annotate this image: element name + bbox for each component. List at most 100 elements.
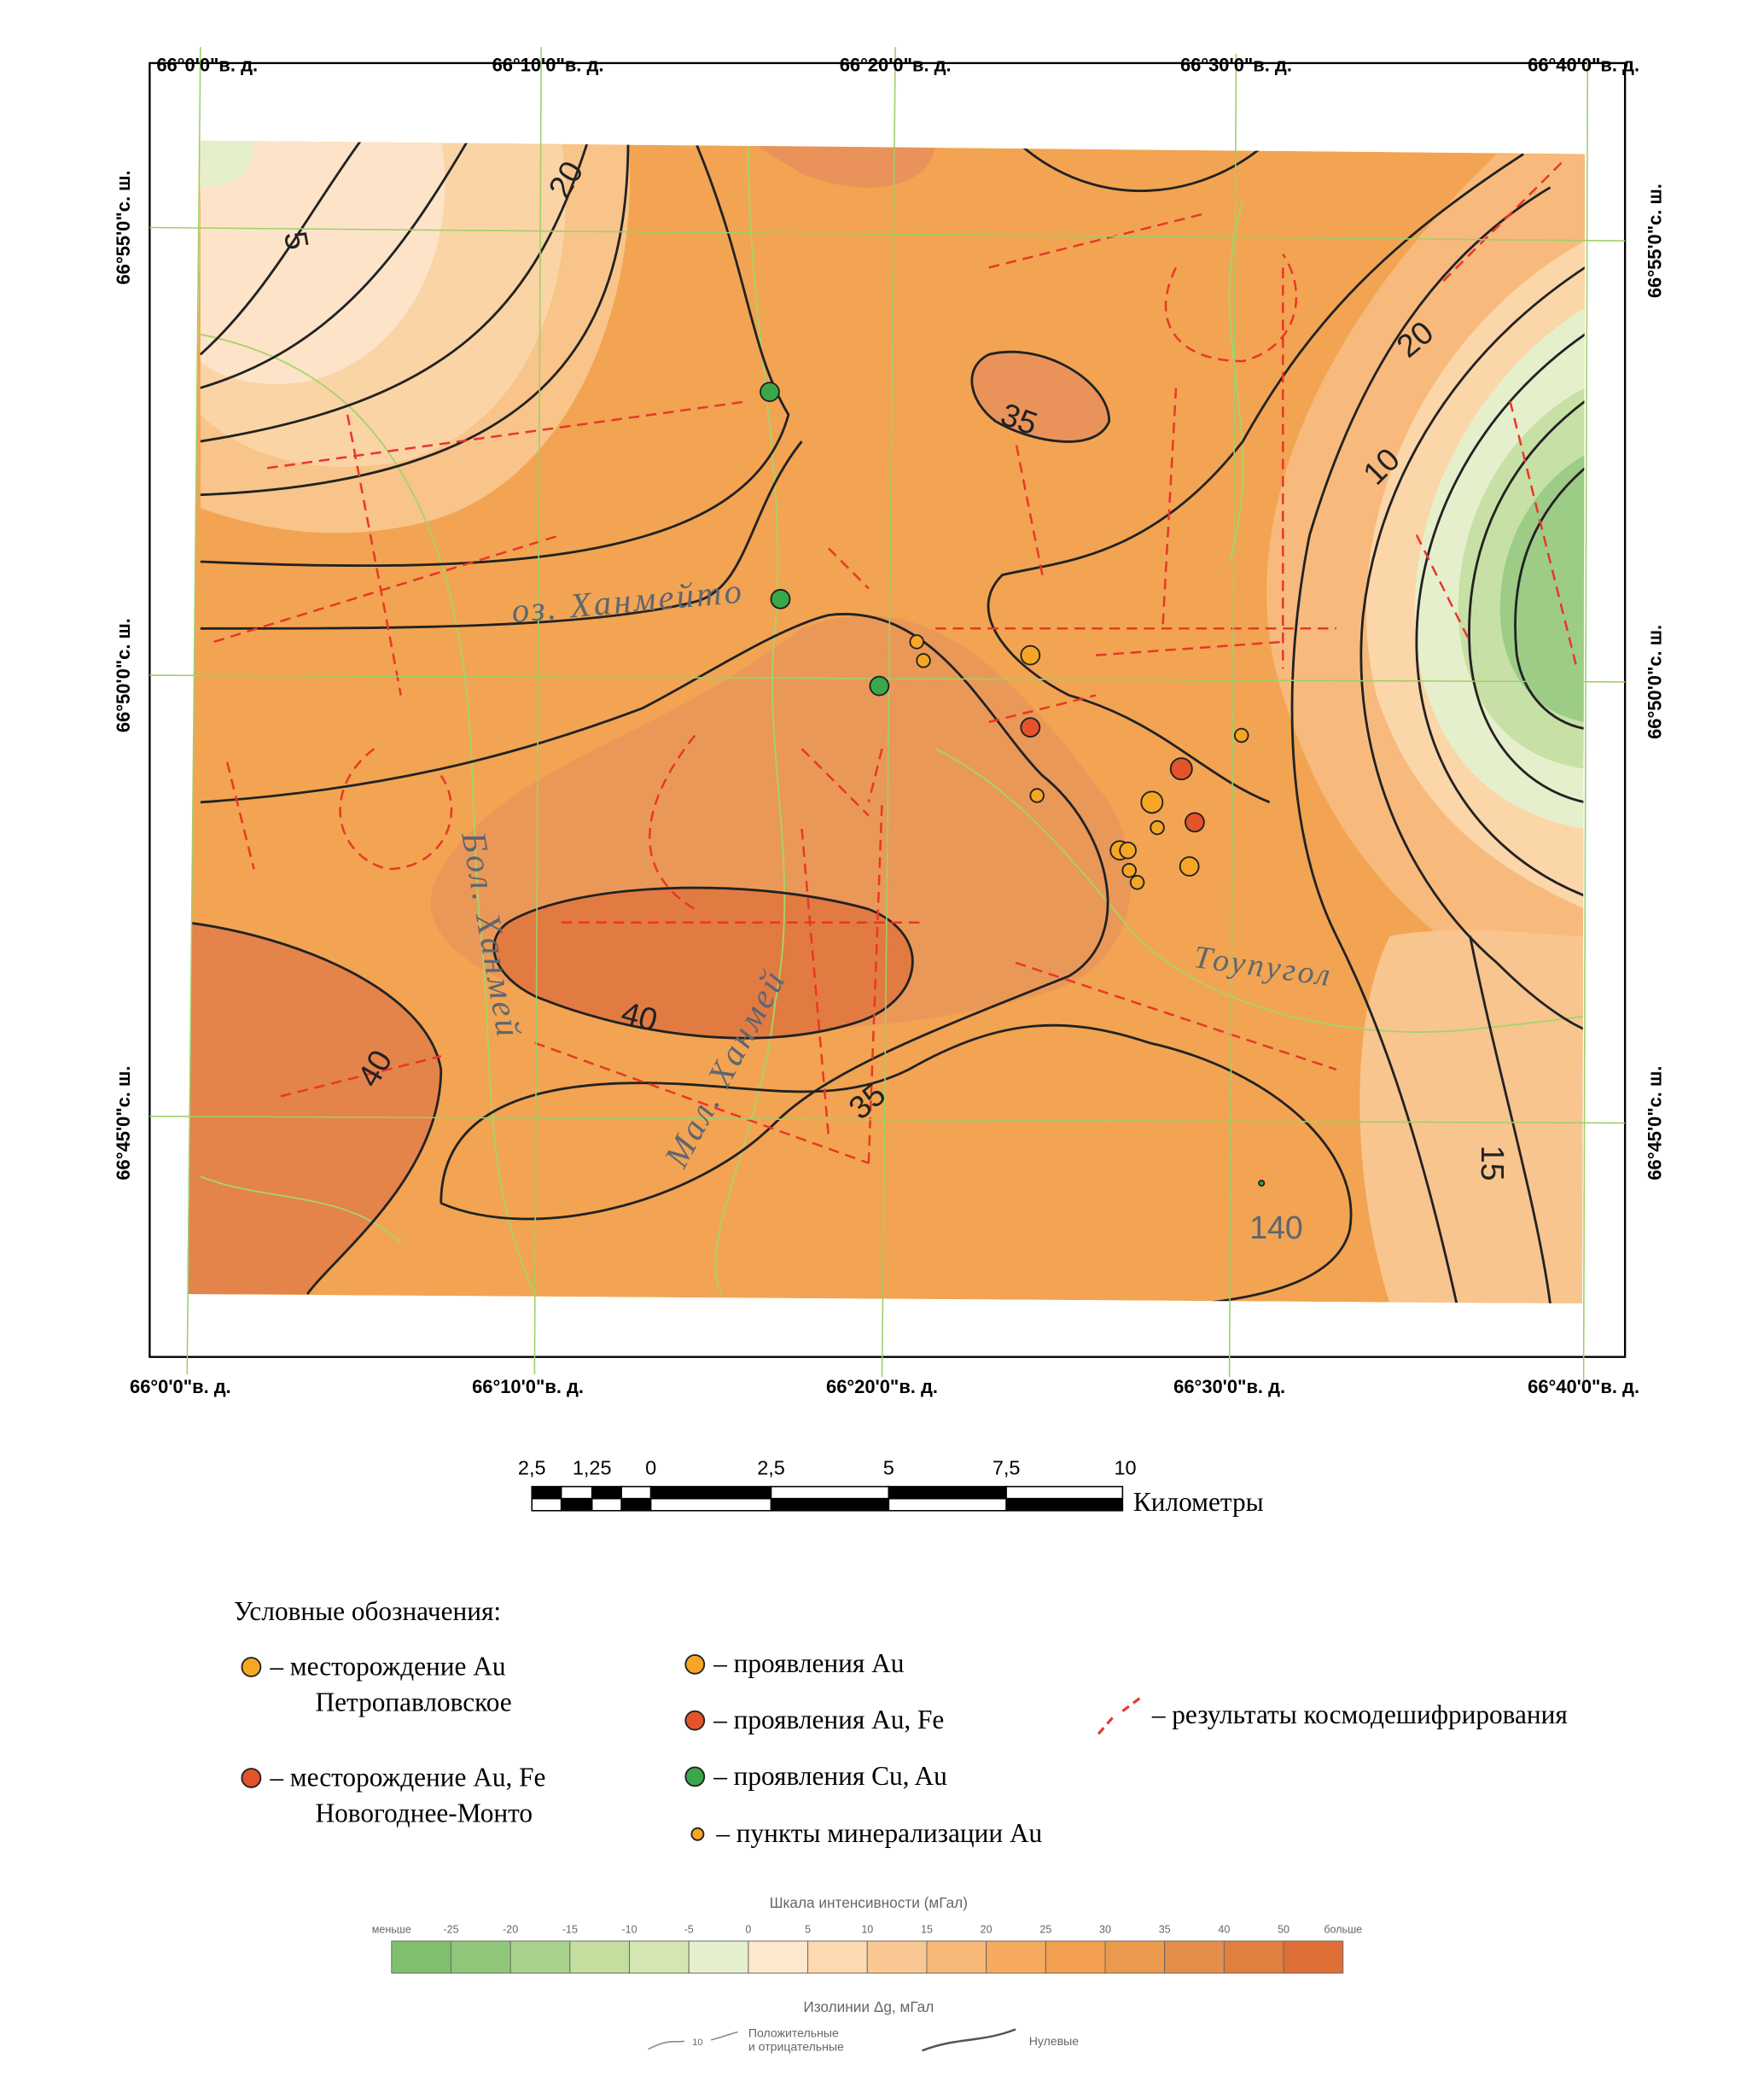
scale-segment: [770, 1497, 890, 1512]
intensity-cell: [1164, 1940, 1225, 1974]
lon-label-top: 66°10'0"в. д.: [492, 54, 604, 75]
lon-label-top: 66°20'0"в. д.: [840, 54, 952, 75]
fault-line: [867, 748, 883, 803]
river: [200, 1175, 402, 1245]
intensity-label: 30: [1099, 1924, 1111, 1936]
lat-label-left: 66°50'0"с. ш.: [113, 618, 134, 732]
intensity-title: Шкала интенсивности (мГал): [770, 1894, 968, 1911]
fault-line: [213, 533, 562, 644]
scale-segment: [531, 1497, 562, 1512]
legend-symbol: [684, 1710, 706, 1731]
intensity-label: 35: [1159, 1924, 1171, 1936]
occurrence: [1020, 717, 1041, 738]
contour-line: [987, 153, 1524, 804]
occurrence: [1029, 788, 1045, 803]
fault-line: [867, 802, 883, 1163]
occurrence: [1258, 1180, 1266, 1187]
contour-line: [1468, 399, 1586, 804]
occurrence: [1169, 757, 1193, 781]
gravity-field: [187, 922, 441, 1295]
scale-segment: [1005, 1497, 1124, 1512]
contour-line: [492, 886, 914, 1040]
occurrence: [1233, 727, 1249, 743]
intensity-cell: [807, 1940, 868, 1974]
occurrence: [916, 653, 931, 668]
isoline-zero-label: Нулевые: [1029, 2034, 1080, 2048]
lon-label-bottom: 66°0'0"в. д.: [130, 1376, 231, 1397]
intensity-cell: [451, 1940, 511, 1974]
fault-line: [225, 761, 255, 870]
intensity-cell: [986, 1940, 1046, 1974]
legend-label: – пункты минерализации Au: [715, 1818, 1042, 1848]
intensity-cell: [1223, 1940, 1284, 1974]
legend-symbol: [241, 1657, 262, 1677]
intensity-label: -20: [503, 1924, 518, 1936]
occurrence: [1121, 862, 1137, 878]
intensity-cell: [926, 1940, 987, 1974]
river: [714, 147, 786, 1295]
occurrence: [1119, 841, 1137, 860]
intensity-label: меньше: [372, 1924, 411, 1936]
fault-line: [1015, 961, 1337, 1071]
fault-line: [1014, 440, 1044, 575]
intensity-cell: [1045, 1940, 1106, 1974]
intensity-label: -15: [562, 1924, 578, 1936]
contour-line: [1514, 467, 1586, 731]
fault-line: [1442, 160, 1564, 283]
scale-tick-label: 2,5: [518, 1457, 546, 1479]
lat-label-left: 66°55'0"с. ш.: [113, 171, 134, 285]
occurrence: [1020, 644, 1041, 666]
scale-segment: [649, 1497, 772, 1512]
contour-line: [1015, 140, 1271, 193]
isoline-positive-label: Положительные: [748, 2026, 839, 2040]
occurrence: [909, 634, 924, 650]
contour-line: [1415, 333, 1586, 897]
scale-segment: [1005, 1485, 1124, 1500]
legend-label: Новогоднее-Монто: [316, 1798, 533, 1828]
legend-symbol: [241, 1768, 262, 1788]
lon-label-top: 66°30'0"в. д.: [1180, 54, 1292, 75]
intensity-cell: [1104, 1940, 1166, 1974]
occurrence: [1179, 856, 1200, 877]
legend-label: – проявления Au, Fe: [713, 1705, 944, 1734]
scale-segment: [620, 1497, 652, 1512]
contour-label: 15: [1475, 1146, 1511, 1181]
scale-unit: Километры: [1133, 1487, 1264, 1517]
gravity-field: [971, 352, 1109, 442]
contour-line: [1290, 186, 1552, 1304]
fault-line: [1509, 400, 1578, 669]
occurrence: [1129, 875, 1145, 890]
intensity-label: 10: [861, 1924, 873, 1936]
grid-meridian: [881, 47, 896, 1378]
occurrence: [869, 675, 890, 697]
fault-line: [339, 748, 453, 871]
intensity-label: больше: [1324, 1924, 1362, 1936]
lon-label-top: 66°0'0"в. д.: [156, 54, 258, 75]
scale-segment: [591, 1497, 622, 1512]
legend-symbol: [684, 1766, 706, 1787]
contour-line: [187, 921, 443, 1295]
scale-tick-label: 10: [1114, 1457, 1136, 1479]
legend-symbol: [690, 1827, 705, 1841]
lon-label-bottom: 66°30'0"в. д.: [1173, 1376, 1285, 1397]
gravity-field: [1499, 454, 1586, 722]
isoline-sample-label: 10: [692, 2037, 702, 2048]
intensity-label: -25: [443, 1924, 458, 1936]
intensity-label: 0: [745, 1924, 751, 1936]
legend-label: Петропавловское: [316, 1688, 512, 1717]
fault-line: [280, 1055, 442, 1098]
place-label: 140: [1249, 1210, 1303, 1245]
intensity-label: -5: [684, 1924, 694, 1936]
grid-meridian: [186, 47, 201, 1375]
intensity-label: -10: [621, 1924, 637, 1936]
map-body: [187, 140, 1586, 1304]
fault-line: [1164, 254, 1298, 363]
fault-line: [800, 748, 870, 817]
intensity-cell: [509, 1940, 571, 1974]
grid-meridian: [1582, 60, 1589, 1385]
scale-segment: [888, 1497, 1007, 1512]
scale-segment: [770, 1485, 890, 1500]
fault-line: [1095, 640, 1284, 656]
